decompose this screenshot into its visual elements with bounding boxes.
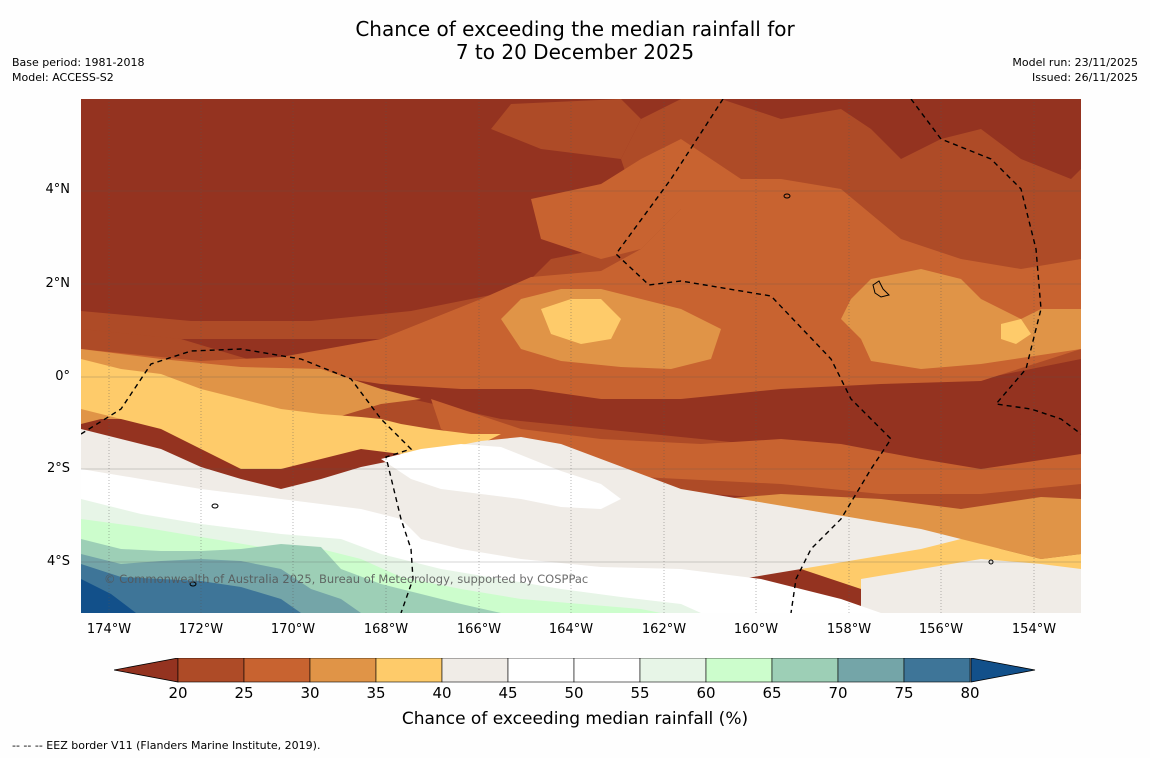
colorbar-tick-40: 40: [432, 684, 452, 702]
lat-label-4s: 4°S: [46, 554, 70, 569]
colorbar-cell-70: [837, 658, 905, 683]
colorbar-cell-30: [309, 658, 377, 683]
colorbar-cell-75: [903, 658, 971, 683]
chart-title: Chance of exceeding the median rainfall …: [0, 18, 1150, 64]
issued-text: Issued: 26/11/2025: [1031, 71, 1138, 84]
meta-left: Base period: 1981-2018 Model: ACCESS-S2: [12, 55, 144, 85]
zone-35-east: [841, 269, 1081, 369]
eez-border-west: [81, 348, 414, 613]
lon-label-172w: 172°W: [178, 622, 224, 637]
colorbar-cell-20: [177, 658, 245, 683]
zone-45-se: [861, 559, 1081, 613]
model-text: Model: ACCESS-S2: [12, 71, 114, 84]
colorbar-tick-70: 70: [828, 684, 848, 702]
island-small-4: [988, 559, 994, 565]
zone-40-east: [1001, 319, 1031, 344]
lon-label-170w: 170°W: [270, 622, 316, 637]
lat-label-2s: 2°S: [46, 461, 70, 476]
colorbar-label: Chance of exceeding median rainfall (%): [401, 709, 749, 729]
colorbar: [114, 658, 1036, 683]
base-period-text: Base period: 1981-2018: [12, 56, 145, 69]
colorbar-cell-60: [705, 658, 773, 683]
lat-label-4n: 4°N: [45, 182, 71, 197]
meta-right: Model run: 23/11/2025 Issued: 26/11/2025: [1012, 55, 1138, 85]
lon-label-174w: 174°W: [86, 622, 132, 637]
zone-40: [81, 359, 501, 469]
colorbar-tick-65: 65: [762, 684, 782, 702]
zone-80: [81, 564, 301, 613]
colorbar-tick-55: 55: [630, 684, 650, 702]
lon-label-158w: 158°W: [826, 622, 872, 637]
colorbar-cell-50: [573, 658, 641, 683]
eez-footnote: -- -- -- EEZ border V11 (Flanders Marine…: [12, 739, 321, 752]
lat-label-2n: 2°N: [45, 276, 71, 291]
colorbar-cell-65: [771, 658, 839, 683]
latitude-lines: [81, 190, 1081, 563]
colorbar-cells: [177, 658, 971, 683]
zone-50: [81, 469, 881, 613]
title-line-2: 7 to 20 December 2025: [455, 40, 695, 64]
eez-borders: [81, 99, 1081, 613]
islands: [189, 193, 994, 587]
lon-label-162w: 162°W: [641, 622, 687, 637]
zone-50-center: [381, 444, 621, 509]
colorbar-tick-60: 60: [696, 684, 716, 702]
zone-above-80: [81, 579, 136, 613]
colorbar-cell-55: [639, 658, 707, 683]
title-line-1: Chance of exceeding the median rainfall …: [355, 17, 795, 41]
lon-label-156w: 156°W: [918, 622, 964, 637]
eez-border-east: [910, 99, 1081, 435]
colorbar-cell-25: [243, 658, 311, 683]
zone-45: [81, 429, 961, 584]
colorbar-over-arrow: [970, 658, 1036, 683]
island-kiritimati: [872, 280, 890, 298]
colorbar-tick-50: 50: [564, 684, 584, 702]
lon-label-164w: 164°W: [548, 622, 594, 637]
colorbar-tick-20: 20: [168, 684, 188, 702]
colorbar-tick-25: 25: [234, 684, 254, 702]
colorbar-cell-45: [507, 658, 575, 683]
copyright-text: © Commonwealth of Australia 2025, Bureau…: [104, 572, 589, 586]
colorbar-tick-30: 30: [300, 684, 320, 702]
island-small-2: [211, 503, 219, 509]
colorbar-under-arrow: [114, 658, 179, 683]
lon-label-166w: 166°W: [456, 622, 502, 637]
model-run-text: Model run: 23/11/2025: [1012, 56, 1138, 69]
zone-40-center: [541, 299, 621, 344]
colorbar-tick-45: 45: [498, 684, 518, 702]
eez-border-center: [615, 99, 892, 613]
colorbar-tick-80: 80: [960, 684, 980, 702]
colorbar-tick-75: 75: [894, 684, 914, 702]
map-svg: [81, 99, 1081, 613]
zone-25-top: [491, 99, 641, 159]
lon-label-154w: 154°W: [1011, 622, 1057, 637]
rainfall-probability-map: [81, 99, 1081, 613]
island-small-3: [189, 581, 197, 587]
colorbar-cell-40: [441, 658, 509, 683]
lat-label-0: 0°: [55, 369, 70, 384]
lon-label-168w: 168°W: [363, 622, 409, 637]
lon-label-160w: 160°W: [733, 622, 779, 637]
island-small-1: [783, 193, 791, 199]
colorbar-tick-35: 35: [366, 684, 386, 702]
colorbar-cell-35: [375, 658, 443, 683]
